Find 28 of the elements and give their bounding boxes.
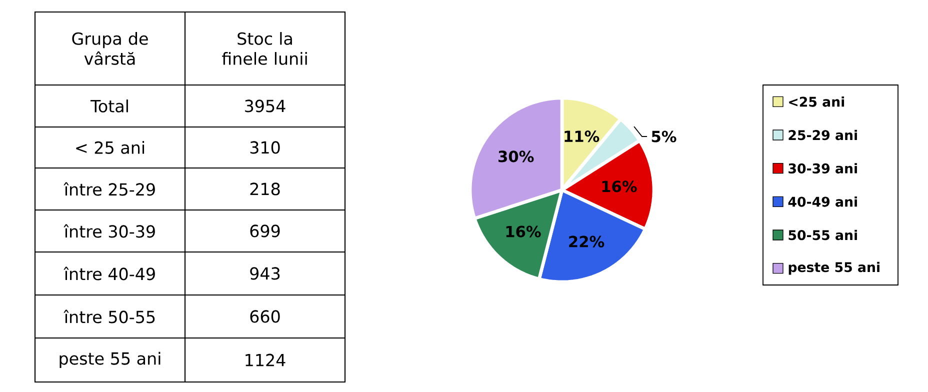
data-label: 16%	[506, 226, 541, 238]
data-label: 1124	[246, 354, 286, 366]
legend-label: <25 ani	[789, 96, 844, 107]
data-label: 660	[250, 310, 280, 323]
data-label: 30%	[498, 150, 534, 162]
category-label: între 40-49	[64, 266, 155, 280]
text: Grupa de vârstă	[72, 32, 148, 65]
category-label: între 25-29	[64, 182, 155, 196]
data-label: 310	[250, 141, 280, 154]
data-label: 3954	[245, 100, 286, 112]
data-label: 943	[250, 267, 280, 280]
category-label: peste 55 ani	[60, 352, 160, 368]
legend-label: 30-39 ani	[788, 163, 857, 174]
legend-label: 50-55 ani	[788, 230, 857, 240]
data-label: 699	[250, 224, 280, 238]
data-label: 11%	[564, 130, 600, 142]
category-label: < 25 ani	[76, 141, 144, 154]
data-label: 16%	[602, 180, 637, 192]
data-label: 218	[250, 182, 280, 196]
category-label: între 30-39	[64, 224, 155, 238]
category-label: între 50-55	[64, 310, 155, 324]
legend-label: 25-29 ani	[788, 130, 857, 140]
data-label: 22%	[569, 236, 604, 248]
category-label: Total	[90, 100, 128, 112]
legend-label: peste 55 ani	[788, 262, 880, 275]
text: Stoc la finele lunii	[222, 32, 307, 65]
data-label: 5%	[652, 130, 676, 142]
legend-label: 40-49 ani	[788, 196, 857, 207]
